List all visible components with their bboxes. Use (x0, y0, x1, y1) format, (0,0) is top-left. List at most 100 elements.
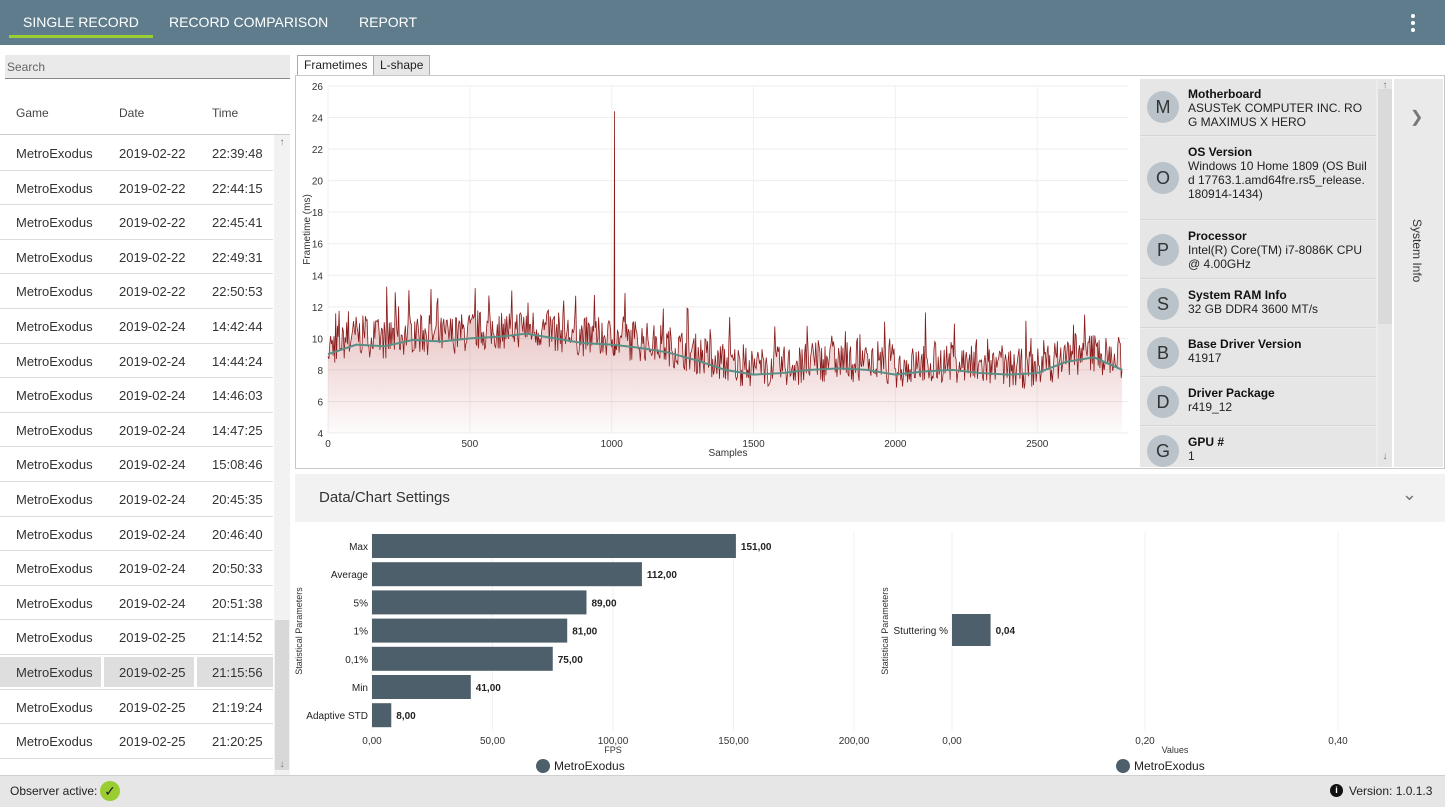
record-rows: MetroExodus 2019-02-22 22:39:48 MetroExodus… (0, 136, 273, 759)
frametime-area (328, 111, 1123, 433)
observer-label: Observer active: (10, 784, 98, 798)
y-axis-label: Frametime (ms) (302, 194, 313, 265)
record-row[interactable]: MetroExodus 2019-02-25 21:14:52 (0, 620, 273, 655)
value-label: 112,00 (647, 570, 677, 581)
record-time: 20:50:33 (212, 561, 263, 577)
x-tick-label: 500 (462, 439, 479, 450)
record-row[interactable]: MetroExodus 2019-02-22 22:50:53 (0, 274, 273, 309)
y-tick-label: 24 (312, 114, 324, 125)
tab-l-shape[interactable]: L-shape (373, 55, 431, 75)
record-row[interactable]: MetroExodus 2019-02-24 14:44:24 (0, 344, 273, 379)
x-tick-label: 0 (325, 439, 331, 450)
x-axis-label: FPS (604, 745, 622, 755)
record-row[interactable]: MetroExodus 2019-02-24 14:46:03 (0, 378, 273, 413)
system-info-item: G GPU #1 (1140, 427, 1376, 467)
record-list-scrollbar[interactable]: ↑ ↓ (274, 135, 290, 775)
scrollbar-thumb[interactable] (1378, 89, 1392, 324)
system-info-title: Motherboard (1188, 87, 1262, 101)
column-header-game[interactable]: Game (16, 106, 49, 120)
tab-record-comparison[interactable]: RECORD COMPARISON (169, 14, 329, 30)
data-chart-settings-expander[interactable]: Data/Chart Settings ⌄ (295, 474, 1445, 522)
record-row[interactable]: MetroExodus 2019-02-22 22:44:15 (0, 171, 273, 206)
tab-single-record[interactable]: SINGLE RECORD (9, 0, 153, 45)
y-axis-label: Statistical Parameters (880, 587, 890, 675)
record-game: MetroExodus (16, 318, 93, 334)
record-game: MetroExodus (16, 595, 93, 611)
bar (372, 562, 642, 587)
category-label: Stuttering % (894, 626, 949, 637)
x-tick-label: 50,00 (480, 736, 505, 747)
scroll-down-icon[interactable]: ↓ (1382, 451, 1388, 462)
record-row[interactable]: MetroExodus 2019-02-22 22:49:31 (0, 240, 273, 275)
record-game: MetroExodus (16, 180, 93, 196)
system-info-avatar: S (1147, 288, 1179, 320)
bar (952, 614, 991, 646)
record-row[interactable]: MetroExodus 2019-02-24 20:45:35 (0, 482, 273, 517)
scrollbar-thumb[interactable] (275, 620, 289, 770)
value-label: 89,00 (591, 598, 616, 609)
x-tick-label: 1000 (601, 439, 624, 450)
record-row[interactable]: MetroExodus 2019-02-24 14:42:44 (0, 309, 273, 344)
record-time: 22:49:31 (212, 249, 263, 265)
system-info-value: Intel(R) Core(TM) i7-8086K CPU @ 4.00GHz (1188, 243, 1363, 271)
category-label: Average (331, 570, 369, 581)
record-time: 14:42:44 (212, 318, 263, 334)
value-label: 0,04 (996, 626, 1016, 637)
record-row[interactable]: MetroExodus 2019-02-22 22:39:48 (0, 136, 273, 171)
info-icon[interactable]: i (1330, 784, 1343, 797)
record-row[interactable]: MetroExodus 2019-02-25 21:20:25 (0, 724, 273, 759)
system-info-value: 1 (1188, 449, 1195, 463)
system-info-title: Base Driver Version (1188, 337, 1302, 351)
record-row[interactable]: MetroExodus 2019-02-25 21:19:24 (0, 690, 273, 725)
system-info-item: M Motherboard ASUSTeK COMPUTER INC. ROG MA… (1140, 79, 1376, 136)
record-row[interactable]: MetroExodus 2019-02-24 15:08:46 (0, 447, 273, 482)
x-tick-label: 0,20 (1135, 736, 1155, 747)
bar (372, 675, 471, 699)
record-row[interactable]: MetroExodus 2019-02-24 20:50:33 (0, 551, 273, 586)
x-tick-label: 0,40 (1328, 736, 1348, 747)
x-tick-label: 2500 (1026, 439, 1049, 450)
record-game: MetroExodus (16, 146, 93, 161)
system-info-item: S System RAM Info 32 GB DDR4 3600 MT/s (1140, 280, 1376, 328)
x-tick-label: 0,00 (942, 736, 962, 747)
search-input[interactable] (5, 55, 290, 79)
column-header-date[interactable]: Date (119, 106, 145, 120)
record-row[interactable]: MetroExodus 2019-02-24 20:51:38 (0, 586, 273, 621)
record-date: 2019-02-22 (119, 146, 186, 161)
system-info-scrollbar[interactable]: ↑ ↓ (1378, 79, 1392, 467)
bar (372, 590, 587, 615)
record-time: 21:15:56 (212, 664, 263, 680)
record-time: 14:47:25 (212, 422, 263, 438)
record-game: MetroExodus (16, 630, 93, 646)
record-date: 2019-02-24 (119, 353, 186, 369)
legend-label: MetroExodus (1134, 759, 1205, 773)
record-date: 2019-02-25 (119, 734, 186, 750)
statistics-charts: 0,00 50,00 100,00 150,00 200,00 Max 151,00 Aver… (295, 532, 1348, 773)
record-row[interactable]: MetroExodus 2019-02-24 14:47:25 (0, 413, 273, 448)
record-date: 2019-02-24 (119, 526, 186, 542)
category-label: Max (349, 542, 368, 553)
record-date: 2019-02-22 (119, 180, 186, 196)
x-axis-label: Samples (709, 448, 748, 459)
value-label: 75,00 (558, 655, 583, 666)
version-number: 1.0.1.3 (1395, 784, 1433, 798)
record-row[interactable]: MetroExodus 2019-02-22 22:45:41 (0, 205, 273, 240)
record-row[interactable]: MetroExodus 2019-02-25 21:15:56 (0, 654, 273, 690)
column-header-time[interactable]: Time (212, 106, 239, 120)
system-info-drawer-toggle[interactable]: ❯ System Info (1394, 79, 1443, 467)
tab-report[interactable]: REPORT (359, 14, 418, 30)
y-tick-label: 10 (312, 334, 324, 345)
scroll-up-icon[interactable]: ↑ (1382, 80, 1388, 91)
system-info-title: Driver Package (1188, 386, 1275, 400)
scroll-down-icon[interactable]: ↓ (279, 759, 285, 770)
record-time: 21:14:52 (212, 630, 263, 646)
record-date: 2019-02-22 (119, 249, 186, 265)
tab-frametimes[interactable]: Frametimes (297, 55, 375, 75)
scroll-up-icon[interactable]: ↑ (279, 137, 285, 148)
record-row[interactable]: MetroExodus 2019-02-24 20:46:40 (0, 517, 273, 552)
system-info-item: O OS Version Windows 10 Home 1809 (OS Buil… (1140, 137, 1376, 220)
more-vertical-icon[interactable] (1403, 12, 1423, 34)
record-time: 20:51:38 (212, 595, 263, 611)
system-info-value: 41917 (1188, 351, 1222, 365)
